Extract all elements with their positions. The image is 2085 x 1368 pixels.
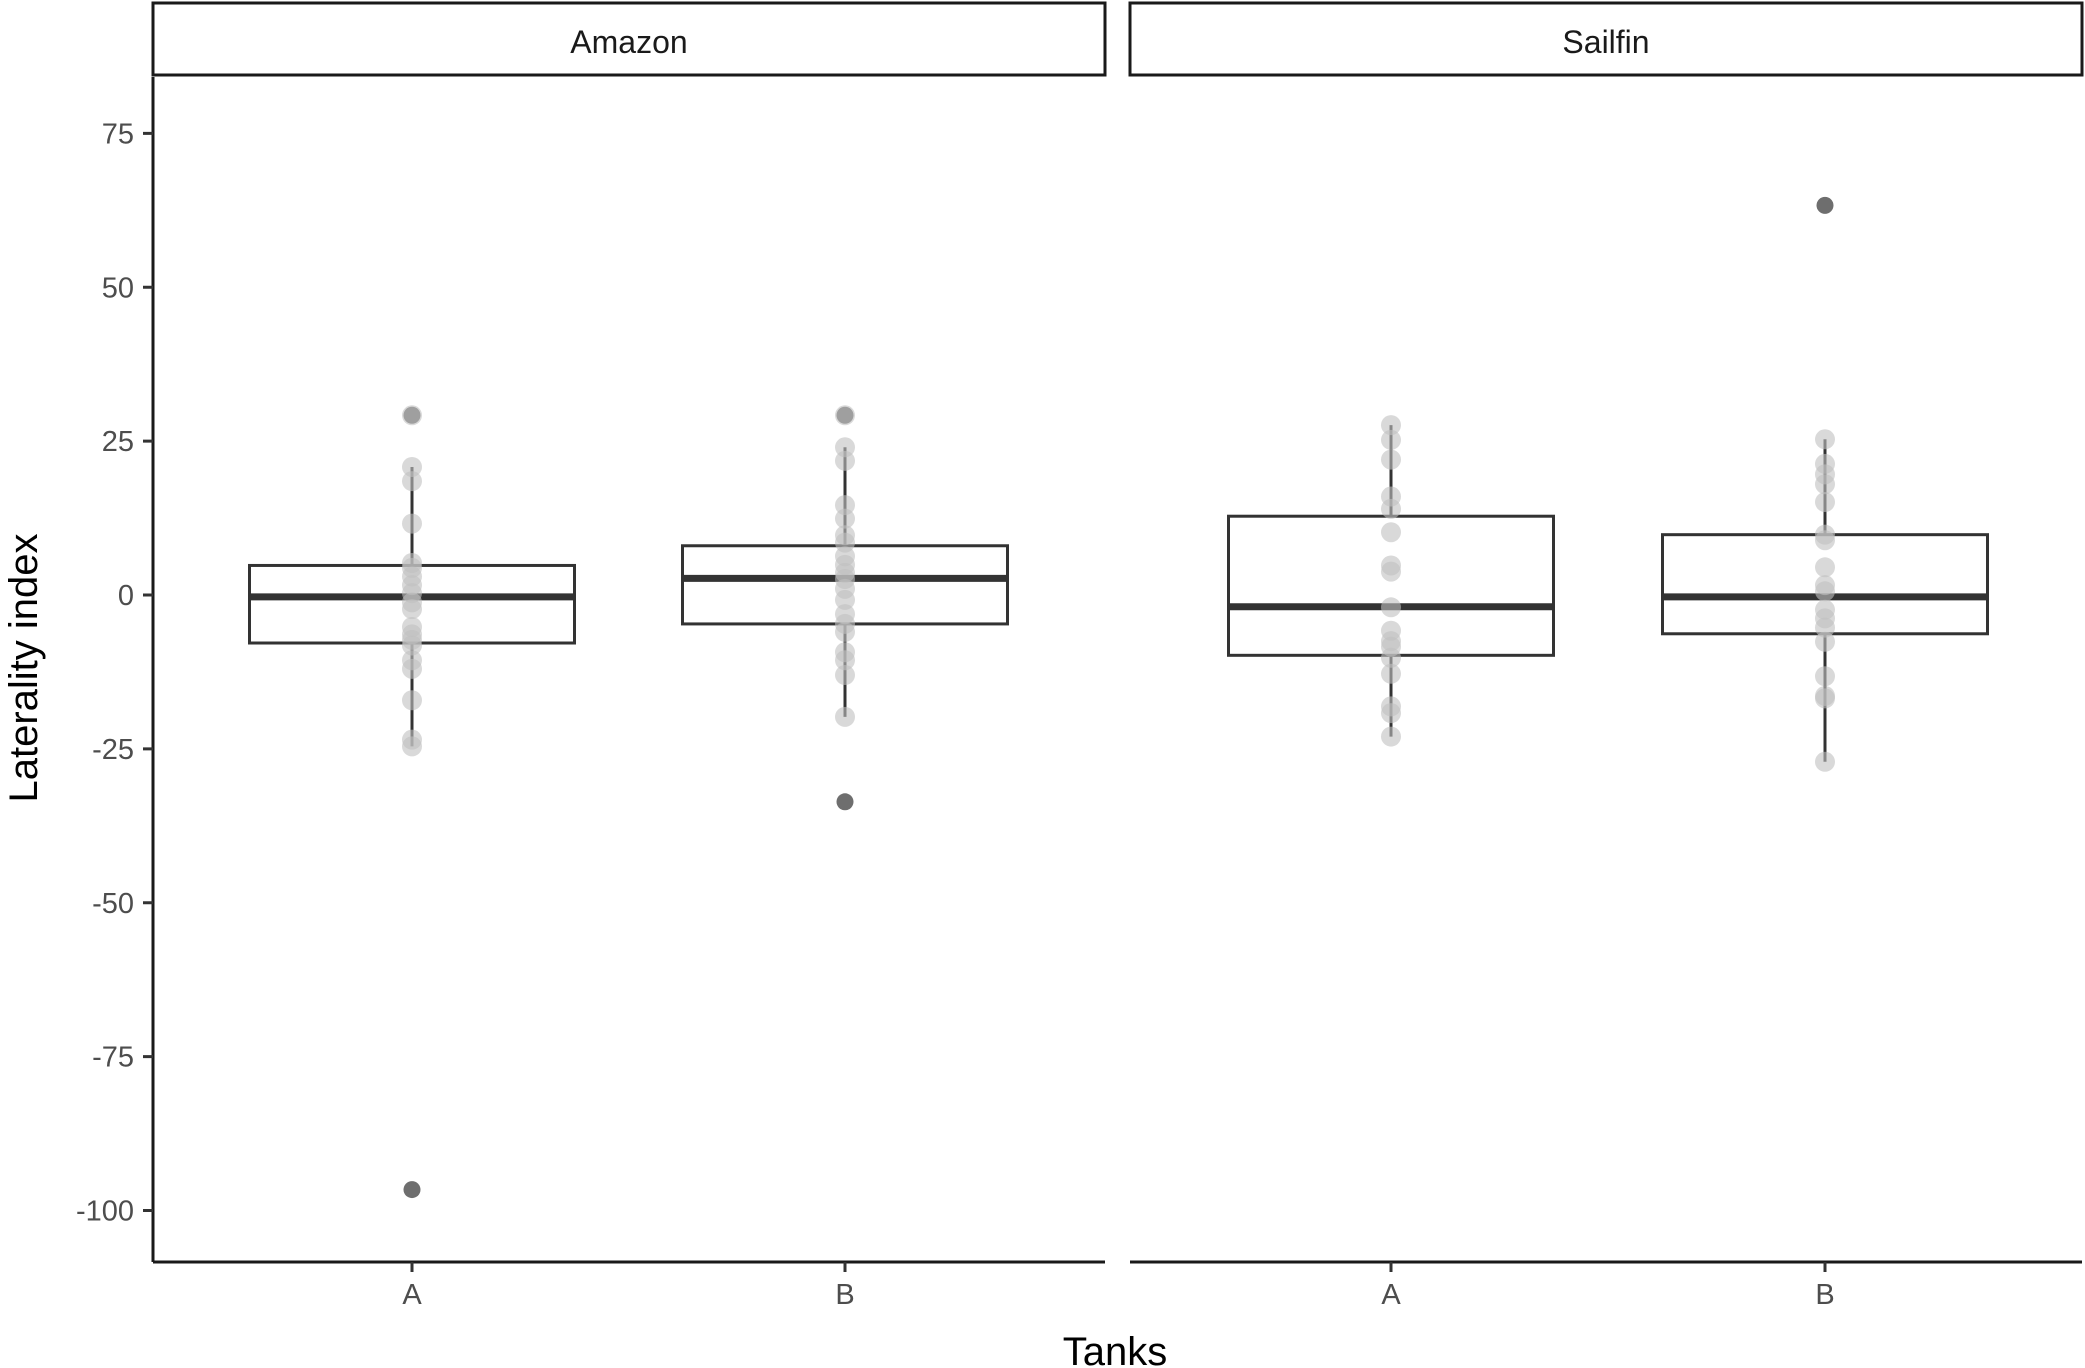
data-point bbox=[835, 706, 855, 727]
y-tick-label: -100 bbox=[76, 1196, 134, 1228]
data-point bbox=[1815, 429, 1835, 450]
y-axis-title: Laterality index bbox=[2, 533, 46, 802]
data-point bbox=[1381, 449, 1401, 470]
data-point bbox=[1381, 522, 1401, 543]
data-point bbox=[835, 508, 855, 529]
x-tick-label: B bbox=[1815, 1279, 1834, 1311]
outlier-point bbox=[836, 793, 854, 811]
facet-strip-label: Amazon bbox=[570, 24, 687, 60]
outlier-point bbox=[403, 1181, 421, 1199]
data-point bbox=[1815, 688, 1835, 709]
outlier-point bbox=[1816, 196, 1834, 214]
y-tick-label: 75 bbox=[102, 118, 134, 150]
data-point bbox=[835, 650, 855, 671]
data-point bbox=[1815, 492, 1835, 513]
x-tick-label: B bbox=[835, 1279, 854, 1311]
data-point bbox=[1381, 726, 1401, 747]
x-axis-title: Tanks bbox=[1063, 1330, 1168, 1368]
data-point bbox=[835, 405, 855, 426]
data-point bbox=[402, 599, 422, 620]
data-point bbox=[1381, 561, 1401, 582]
box-group-sailfin-b bbox=[1661, 196, 1989, 772]
data-point bbox=[402, 690, 422, 711]
facet-strip-sailfin bbox=[1128, 1, 2084, 77]
data-point bbox=[1815, 617, 1835, 638]
box-group-amazon-b bbox=[681, 405, 1009, 811]
facet-strip-label: Sailfin bbox=[1562, 24, 1649, 60]
box-group-amazon-a bbox=[248, 405, 576, 1199]
data-point bbox=[402, 658, 422, 679]
box-group-sailfin-a bbox=[1227, 415, 1555, 747]
data-point bbox=[402, 513, 422, 534]
x-tick-label: A bbox=[402, 1279, 422, 1311]
data-point bbox=[1815, 474, 1835, 495]
data-point bbox=[402, 456, 422, 477]
data-point bbox=[1381, 647, 1401, 668]
data-point bbox=[1381, 663, 1401, 684]
x-tick-label: A bbox=[1381, 1279, 1401, 1311]
y-tick-label: 0 bbox=[118, 580, 134, 612]
data-point bbox=[1381, 703, 1401, 724]
data-point bbox=[402, 736, 422, 757]
data-point bbox=[402, 471, 422, 492]
data-point bbox=[835, 450, 855, 471]
y-tick-label: -50 bbox=[92, 888, 134, 920]
data-point bbox=[835, 589, 855, 610]
data-point bbox=[1815, 631, 1835, 652]
data-point bbox=[1381, 498, 1401, 519]
data-point bbox=[402, 635, 422, 656]
data-point bbox=[1815, 557, 1835, 578]
data-point bbox=[835, 665, 855, 686]
data-point bbox=[835, 621, 855, 642]
data-point bbox=[1381, 597, 1401, 618]
y-tick-label: -75 bbox=[92, 1042, 134, 1074]
y-tick-label: -25 bbox=[92, 734, 134, 766]
y-tick-label: 25 bbox=[102, 426, 134, 458]
data-point bbox=[1815, 581, 1835, 602]
data-point bbox=[402, 405, 422, 426]
data-point bbox=[1815, 666, 1835, 687]
y-tick-label: 50 bbox=[102, 272, 134, 304]
data-point bbox=[1815, 530, 1835, 551]
data-point bbox=[1381, 415, 1401, 436]
facet-strip-amazon bbox=[151, 1, 1107, 77]
data-point bbox=[1381, 429, 1401, 450]
data-point bbox=[1815, 751, 1835, 772]
